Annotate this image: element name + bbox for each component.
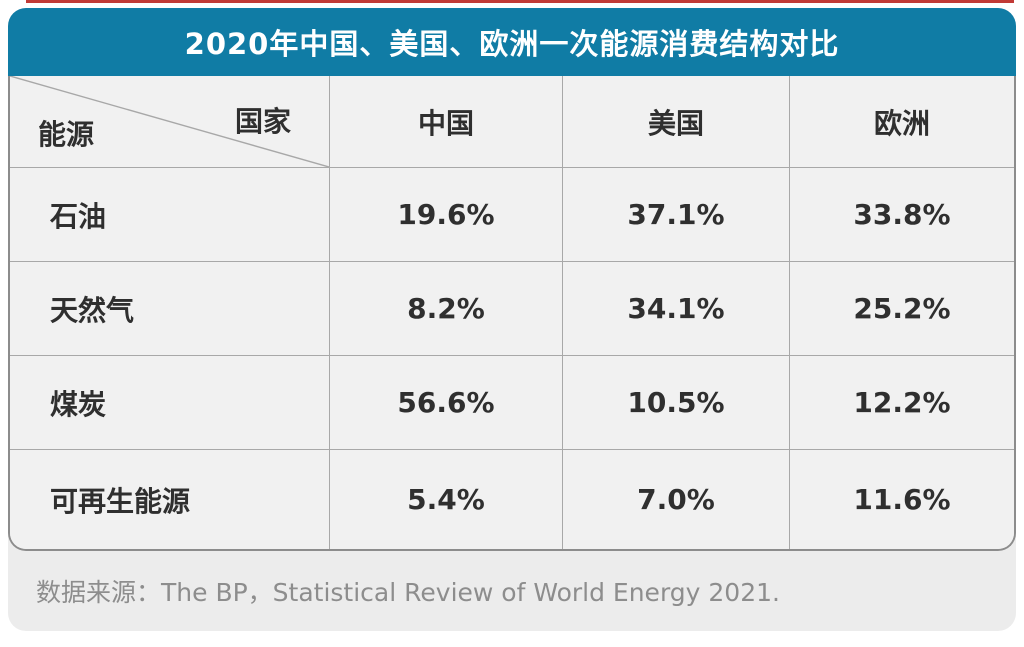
corner-label-energy: 能源 [38,118,95,151]
column-header-china: 中国 [330,76,563,168]
table-cell-coal-europe: 12.2% [790,356,1014,450]
table-cell-gas-china: 8.2% [330,262,563,356]
corner-header-cell: 国家 能源 [10,76,330,168]
data-source-text: 数据来源：The BP，Statistical Review of World … [36,578,780,607]
table-cell-coal-usa: 10.5% [563,356,790,450]
table-cell-gas-europe: 25.2% [790,262,1014,356]
table-cell-coal-china: 56.6% [330,356,563,450]
page-title: 2020年中国、美国、欧洲一次能源消费结构对比 [184,27,840,61]
table-cell-renewables-usa: 7.0% [563,450,790,549]
corner-label-country: 国家 [234,105,291,138]
table-cell-renewables-europe: 11.6% [790,450,1014,549]
column-header-usa: 美国 [563,76,790,168]
row-label-oil: 石油 [10,168,330,262]
column-header-europe: 欧洲 [790,76,1014,168]
table-cell-oil-usa: 37.1% [563,168,790,262]
table-cell-renewables-china: 5.4% [330,450,563,549]
diagonal-divider-line [10,76,329,167]
row-label-natural-gas: 天然气 [10,262,330,356]
row-label-coal: 煤炭 [10,356,330,450]
card-header-banner: 2020年中国、美国、欧洲一次能源消费结构对比 [8,8,1016,76]
energy-comparison-card: 2020年中国、美国、欧洲一次能源消费结构对比 国家 能源 中国 美国 欧洲 石… [8,8,1016,631]
table-cell-oil-europe: 33.8% [790,168,1014,262]
comparison-table: 国家 能源 中国 美国 欧洲 石油 19.6% 37.1% 33.8% 天然气 … [8,76,1016,551]
row-label-renewables: 可再生能源 [10,450,330,549]
table-cell-oil-china: 19.6% [330,168,563,262]
table-cell-gas-usa: 34.1% [563,262,790,356]
card-footer: 数据来源：The BP，Statistical Review of World … [8,551,1016,631]
red-top-line [26,0,1014,3]
